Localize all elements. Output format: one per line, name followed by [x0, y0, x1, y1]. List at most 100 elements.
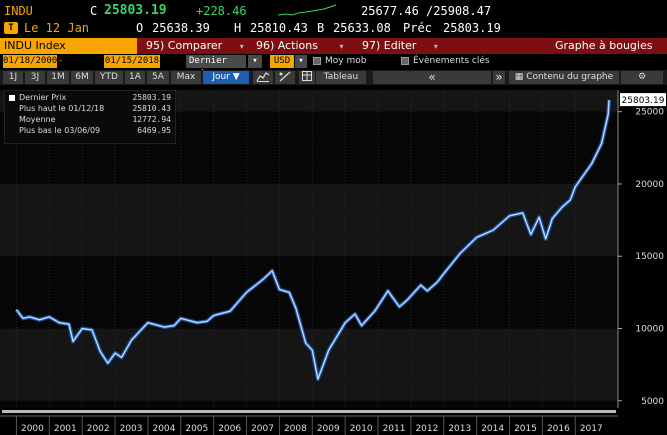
x-tick-label: 2001 [54, 424, 77, 434]
change: +228.46 [196, 4, 247, 18]
chart-legend: Dernier Prix 25803.19 Plus haut le 01/12… [4, 90, 176, 144]
range-max-button[interactable]: Max [171, 71, 201, 84]
x-tick-label: 2005 [185, 424, 208, 434]
range-1d-button[interactable]: 1J [3, 71, 23, 84]
quote-date: Le 12 Jan [24, 21, 90, 35]
events-label: Évènements clés [413, 56, 490, 66]
range-toolbar: 1J 3J 1M 6M YTD 1A 5A Max Jour ▼ Tableau… [0, 70, 667, 85]
nav-left-button[interactable]: « [373, 71, 491, 84]
graph-content-icon: ▦ [514, 72, 524, 82]
function-bar: INDU Index 95) Comparer ▾ 96) Actions ▾ … [0, 38, 667, 54]
start-date-input[interactable]: 01/18/2000 [3, 55, 58, 68]
chart-title: Graphe à bougies [555, 39, 653, 52]
series-swatch-icon [9, 95, 15, 101]
graph-content-button[interactable]: ▦ Contenu du graphe [509, 71, 619, 84]
bid-value: 25633.08 [333, 21, 391, 35]
ticker: INDU [4, 4, 33, 18]
range-3d-button[interactable]: 3J [25, 71, 45, 84]
moving-avg-label: Moy mob [325, 56, 367, 66]
edit-menu[interactable]: 97) Editer ▾ [362, 38, 438, 54]
actions-menu[interactable]: 96) Actions ▾ [256, 38, 343, 54]
x-axis: 2000 2001 2002 2003 2004 2005 2006 2007 2008 2009… [0, 408, 667, 435]
actions-label: 96) Actions [256, 39, 318, 52]
chart-grid [15, 90, 576, 408]
y-tick-label: 10000 [635, 325, 664, 335]
chevron-down-icon[interactable]: ▾ [248, 55, 262, 68]
security-field[interactable]: INDU Index [0, 38, 137, 54]
open-value: 25638.39 [152, 21, 210, 35]
period-select[interactable]: Jour ▼ [203, 71, 249, 84]
events-checkbox[interactable] [401, 57, 409, 65]
x-tick-label: 2016 [547, 424, 570, 434]
sparkline-icon [278, 4, 337, 16]
y-tick-label: 20000 [635, 180, 664, 190]
range-6m-button[interactable]: 6M [71, 71, 93, 84]
x-tick-label: 2002 [87, 424, 110, 434]
line-chart-icon[interactable] [253, 71, 273, 84]
graph-content-label: Contenu du graphe [526, 72, 614, 82]
legend-low-value: 6469.95 [137, 126, 171, 135]
timeline-scrollbar [2, 410, 616, 413]
x-tick-label: 2009 [317, 424, 340, 434]
range-1y-button[interactable]: 1A [125, 71, 145, 84]
last-prefix: C [90, 4, 98, 18]
chevron-down-icon: ▾ [239, 42, 244, 51]
prev-label: Préc [403, 21, 432, 35]
last-price: 25803.19 [104, 3, 167, 18]
range-ytd-button[interactable]: YTD [95, 71, 123, 84]
chevron-down-icon: ▼ [232, 72, 240, 82]
y-axis-background [618, 86, 667, 412]
x-tick-label: 2000 [21, 424, 44, 434]
moving-avg-checkbox[interactable] [313, 57, 321, 65]
field-select[interactable]: Dernier prix [186, 55, 246, 79]
x-tick-label: 2013 [448, 424, 471, 434]
range-5y-button[interactable]: 5A [147, 71, 169, 84]
bid-label: B [317, 21, 325, 35]
x-tick-label: 2012 [415, 424, 438, 434]
last-price-label: 25803.19 [620, 93, 666, 107]
chart-band [0, 256, 618, 329]
table-icon[interactable] [299, 71, 315, 84]
high-label: H [234, 21, 242, 35]
currency-select[interactable]: USD [270, 55, 294, 68]
edit-label: 97) Editer [362, 39, 417, 52]
table-button[interactable]: Tableau [316, 71, 366, 84]
x-tick-label: 2006 [218, 424, 241, 434]
end-date-input[interactable]: 01/15/2018 [104, 55, 160, 68]
y-tick-label: 25000 [635, 108, 664, 118]
series-highlight [16, 100, 610, 380]
y-tick-label: 5000 [641, 397, 664, 407]
x-tick-label: 2008 [284, 424, 307, 434]
x-tick-label: 2003 [120, 424, 143, 434]
legend-last-value: 25803.19 [132, 93, 171, 102]
chart-band [0, 400, 618, 408]
legend-low-label: Plus bas le 03/06/09 [19, 126, 101, 135]
last-price-tag [620, 93, 666, 107]
x-tick-label: 2014 [481, 424, 504, 434]
legend-avg-value: 12772.94 [132, 115, 171, 124]
price-series [14, 99, 612, 382]
compare-menu[interactable]: 95) Comparer ▾ [146, 38, 244, 54]
clock-icon: T [4, 22, 18, 34]
nav-right-button[interactable]: » [493, 71, 505, 84]
x-tick-label: 2010 [350, 424, 373, 434]
last-price-text: 25803.19 [622, 96, 665, 106]
legend-high-label: Plus haut le 01/12/18 [19, 104, 105, 113]
day-range: 25677.46 /25908.47 [361, 4, 492, 18]
prev-value: 25803.19 [443, 21, 501, 35]
x-tick-label: 2017 [580, 424, 603, 434]
y-tick-label: 15000 [635, 252, 664, 262]
x-tick-label: 2011 [383, 424, 406, 434]
x-tick-label: 2004 [152, 424, 175, 434]
compare-label: 95) Comparer [146, 39, 223, 52]
x-tick-label: 2007 [251, 424, 274, 434]
settings-gear-icon[interactable]: ⚙ [621, 71, 663, 84]
chevron-down-icon[interactable]: ▾ [295, 55, 307, 68]
drawing-tool-icon[interactable] [275, 71, 295, 84]
controls-row: 01/18/2000 - 01/15/2018 Dernier prix ▾ U… [0, 55, 667, 79]
period-label: Jour [212, 72, 230, 82]
high-value: 25810.43 [250, 21, 308, 35]
y-axis: 5000 10000 15000 20000 25000 [617, 86, 667, 412]
range-1m-button[interactable]: 1M [47, 71, 69, 84]
